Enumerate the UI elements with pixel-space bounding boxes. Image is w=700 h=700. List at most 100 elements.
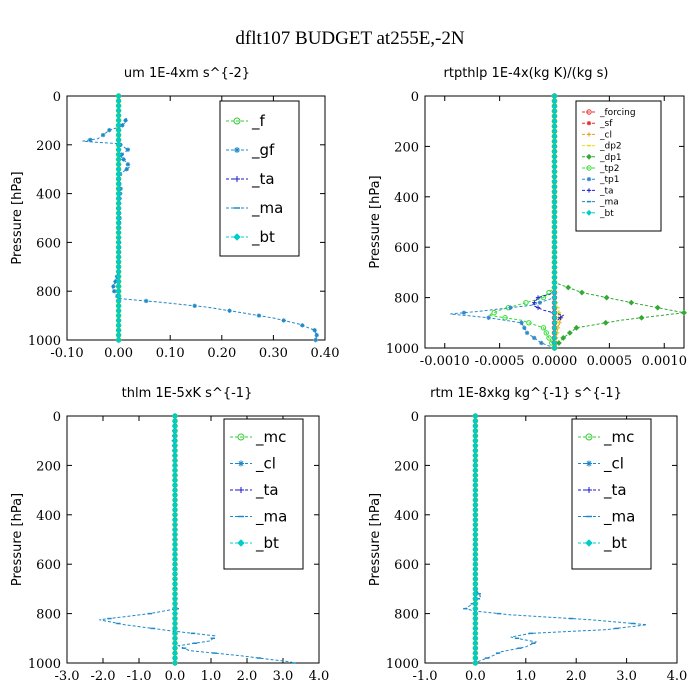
y-tick-label: 1000 [28,334,61,349]
panel-title: um 1E-4xm s^{-2} [124,66,250,81]
legend-label: _ta [599,186,614,196]
y-tick-label: 0 [411,410,419,425]
legend-label: _ta [603,481,627,500]
x-tick-label: 3.0 [616,669,637,684]
legend-marker [238,460,244,467]
data-point [121,157,126,162]
data-point [491,310,497,316]
data-point [281,318,286,323]
figure-title: dflt107 BUDGET at255E,-2N [235,28,464,49]
series-bt [172,413,178,666]
data-point [313,337,318,343]
data-point [555,340,562,346]
y-tick-label: 1000 [386,342,419,357]
panel-2: rtpthlp 1E-4x(kg K)/(kg s) Pressure [hPa]… [368,66,687,369]
panel-title: rtm 1E-8xkg kg^{-1} s^{-1} [430,386,622,401]
x-tick-label: 0.0 [465,669,486,684]
legend-label: _tp2 [599,164,619,174]
panel-1: um 1E-4xm s^{-2} Pressure [hPa] -0.10 0.00 0… [10,66,339,361]
x-tick-label: -1.0 [126,669,151,684]
legend-marker [586,460,592,467]
legend-marker [234,176,240,182]
y-tick-label: 200 [36,139,61,154]
legend-label: _cl [603,455,624,474]
data-point [123,118,128,123]
legend-marker [586,165,592,171]
data-point [112,289,117,294]
data-point [654,304,661,311]
data-point [192,303,197,309]
x-tick-label: 0.40 [311,346,340,361]
legend: _forcing_sf_cl _dp2_dp1_tp2_tp1_ta _ma_bt [575,100,662,232]
legend-label: _mc [255,428,286,447]
data-point [88,137,93,143]
data-point [115,337,122,343]
data-point [546,335,552,341]
data-point [461,310,467,315]
legend-marker [586,487,592,493]
x-tick-label: -0.0010 [420,354,470,369]
y-tick-label: 800 [36,608,61,623]
y-tick-label: 600 [36,236,61,251]
data-point [560,335,567,341]
legend-label: _ma [255,508,287,527]
data-point [508,305,513,310]
legend-label: _cl [255,455,276,474]
data-point [526,320,532,326]
x-tick-label: 0.30 [259,346,288,361]
legend-label: _bt [251,228,275,247]
y-tick-label: 200 [394,459,419,474]
x-tick-label: 0.0005 [587,354,633,369]
data-point [143,298,149,304]
panel-3: thlm 1E-5xK s^{-1} Pressure [hPa] -3.0 -2.0… [10,386,329,684]
data-point [681,309,687,316]
data-point [531,335,537,341]
series-line [99,415,294,664]
legend-box [571,418,652,570]
data-point [172,660,178,666]
legend-marker [586,132,592,137]
legend-label: _tp1 [599,175,619,185]
data-point [638,314,645,321]
data-point [107,127,112,133]
plot-frame [66,95,326,341]
legend-label: _gf [251,141,275,160]
legend: _mc _cl _ta _ma _bt [571,418,652,570]
x-tick-label: -3.0 [54,669,79,684]
y-tick-label: 400 [394,509,419,524]
data-point [524,330,530,336]
plot-frame [424,415,678,664]
legend-marker [586,209,592,216]
y-axis-label: Pressure [hPa] [10,493,25,586]
series-line [554,96,685,349]
legend-label: _forcing [599,108,636,118]
y-tick-label: 1000 [28,657,61,672]
legend-label: _dp1 [599,153,622,163]
panel-4: rtm 1E-8xkg kg^{-1} s^{-1} Pressure [hPa]… [368,386,687,684]
y-tick-label: 800 [394,608,419,623]
data-point [124,167,129,172]
series-bt [115,93,122,343]
data-point [543,330,549,336]
data-point [535,295,541,300]
y-tick-label: 600 [394,558,419,573]
x-tick-label: 4.0 [667,669,688,684]
y-axis-label: Pressure [hPa] [368,175,383,268]
legend-marker [585,433,593,441]
y-tick-label: 0 [53,90,61,105]
y-tick-label: 200 [394,140,419,155]
data-point [125,147,131,152]
legend-marker [586,121,592,126]
legend-marker [238,487,244,493]
x-tick-label: 0.00 [104,346,133,361]
x-tick-label: 0.20 [207,346,236,361]
x-tick-label: -2.0 [90,669,115,684]
series-bt [472,413,479,666]
legend-marker [586,153,592,160]
plot-frame [66,415,320,664]
x-tick-label: 2.0 [566,669,587,684]
series-line [450,96,555,349]
data-point [539,340,544,346]
y-tick-label: 400 [36,509,61,524]
legend: _f _gf _ta _ma _bt [219,100,300,257]
